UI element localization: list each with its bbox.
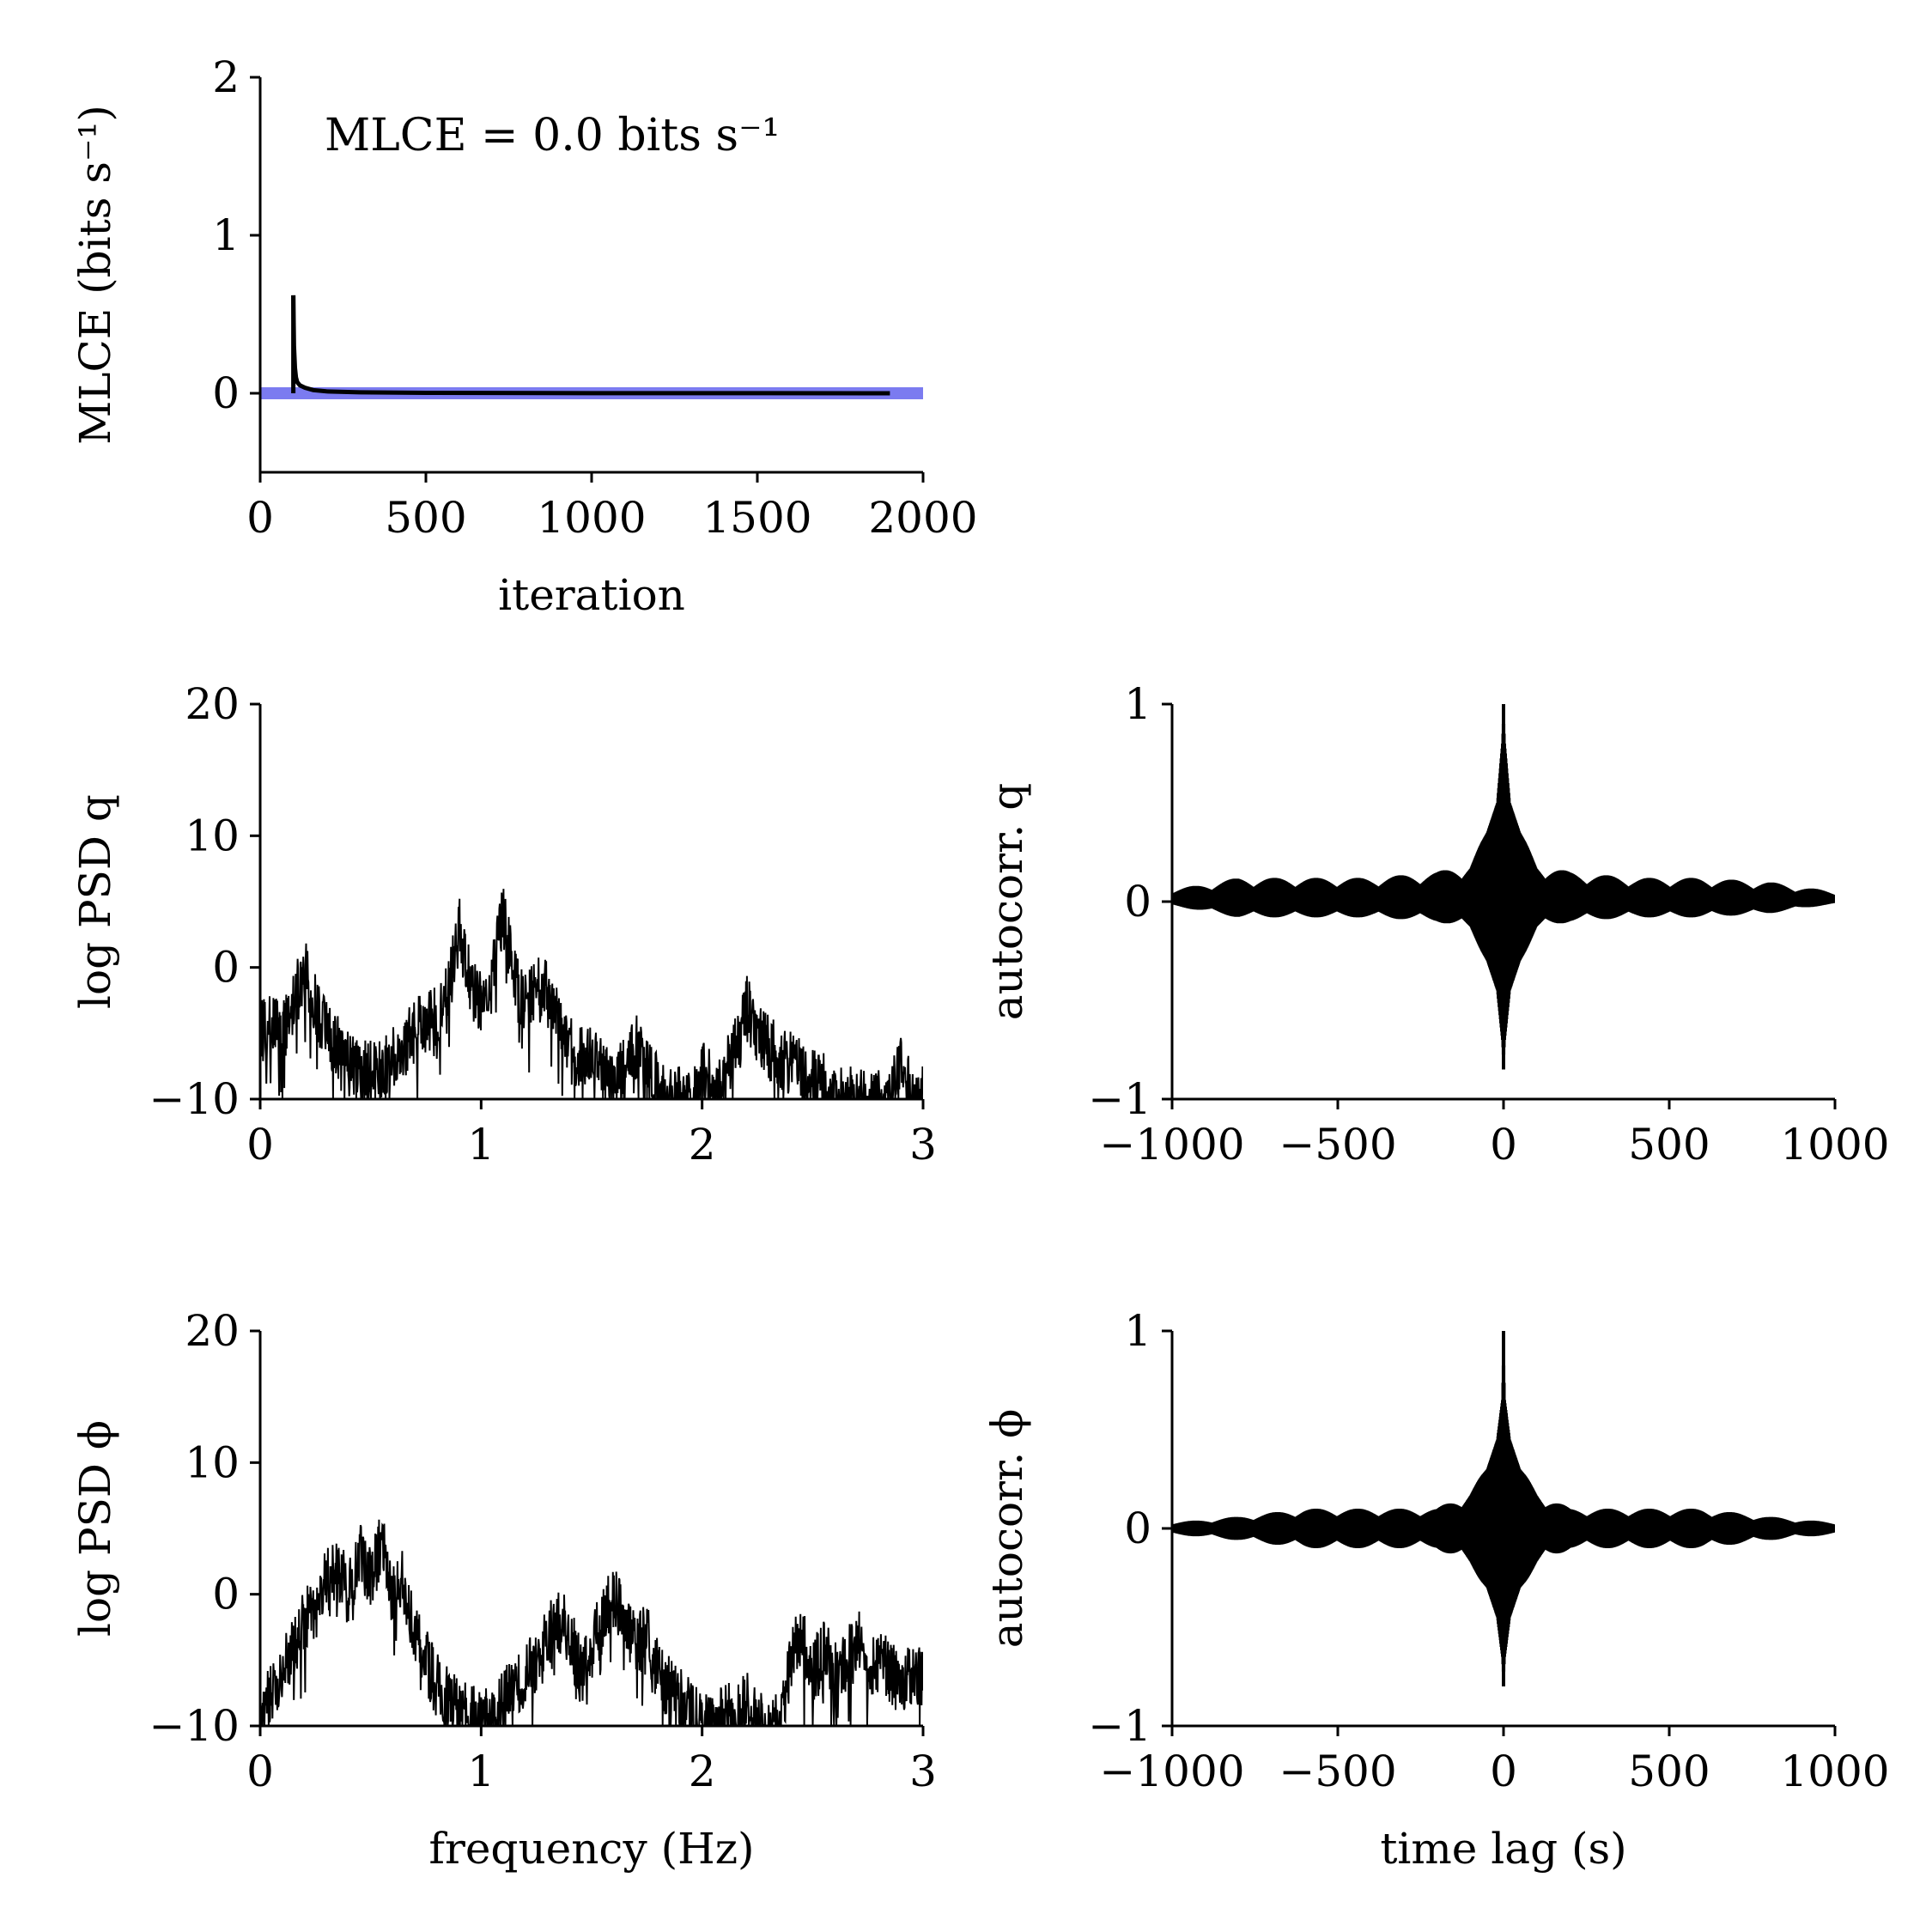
x-tick-label: 0 [246, 493, 274, 543]
x-tick-label: 2000 [868, 493, 977, 543]
y-axis-label: autocorr. ϕ [982, 1409, 1032, 1649]
x-tick-label: 3 [909, 1120, 937, 1170]
x-tick-label: 2 [689, 1120, 716, 1170]
y-axis-label: autocorr. q [982, 783, 1032, 1020]
plot-area-psd-q [260, 889, 923, 1099]
series-line [260, 1519, 923, 1726]
y-tick-label: −10 [149, 1701, 240, 1751]
y-tick-label: 20 [185, 1306, 240, 1356]
plot-area-autocorr-q [1172, 704, 1835, 1070]
chart-mlce: 0 500 1000 1500 2000 0 1 2 iteration MLCE (bits s… [70, 52, 978, 620]
x-tick-label: −1000 [1099, 1747, 1244, 1796]
y-tick-label: 10 [185, 1437, 240, 1487]
series-line [260, 889, 923, 1099]
y-tick-label: −1 [1088, 1074, 1151, 1124]
x-tick-label: 1000 [537, 493, 646, 543]
x-tick-label: 0 [246, 1747, 274, 1796]
x-tick-label: 1000 [1780, 1120, 1889, 1170]
x-tick-label: 1500 [702, 493, 811, 543]
x-tick-label: 0 [1490, 1747, 1517, 1796]
y-axis-label: MLCE (bits s⁻¹) [70, 105, 120, 445]
x-tick-label: −1000 [1099, 1120, 1244, 1170]
x-tick-label: 2 [689, 1747, 716, 1796]
autocorr-trace [1172, 1331, 1835, 1686]
y-tick-label: 1 [212, 210, 240, 260]
y-tick-label: 2 [212, 52, 240, 102]
y-tick-label: −10 [149, 1074, 240, 1124]
y-tick-label: 0 [1124, 1504, 1151, 1553]
x-tick-label: 1 [467, 1120, 495, 1170]
x-tick-label: 3 [909, 1747, 937, 1796]
x-tick-label: 0 [246, 1120, 274, 1170]
series-line [291, 295, 890, 396]
y-tick-label: 0 [212, 943, 240, 993]
y-tick-label: 10 [185, 811, 240, 860]
y-tick-label: 1 [1124, 679, 1151, 729]
x-axis-label: iteration [498, 570, 685, 620]
plot-area-autocorr-phi [1172, 1331, 1835, 1686]
chart-autocorr-phi: −1000 −500 0 500 1000 −1 0 1 time lag (s) autocor… [982, 1306, 1890, 1874]
x-tick-label: 1 [467, 1747, 495, 1796]
x-tick-label: −500 [1279, 1747, 1396, 1796]
x-axis-label: time lag (s) [1380, 1824, 1626, 1874]
plot-area-mlce [260, 295, 923, 399]
x-tick-label: 500 [1628, 1747, 1710, 1796]
y-tick-label: 1 [1124, 1306, 1151, 1356]
x-tick-label: −500 [1279, 1120, 1396, 1170]
mlce-annotation: MLCE = 0.0 bits s⁻¹ [325, 110, 780, 161]
chart-autocorr-q: −1000 −500 0 500 1000 −1 0 1 autocorr. q [982, 679, 1890, 1170]
x-axis-label: frequency (Hz) [428, 1824, 754, 1874]
x-tick-label: 500 [1628, 1120, 1710, 1170]
autocorr-trace [1172, 704, 1835, 1070]
y-tick-label: 0 [1124, 877, 1151, 927]
y-tick-label: 0 [212, 1570, 240, 1619]
x-tick-label: 1000 [1780, 1747, 1889, 1796]
y-tick-label: 0 [212, 368, 240, 418]
y-tick-label: −1 [1088, 1701, 1151, 1751]
y-axis-label: log PSD q [70, 794, 120, 1009]
x-tick-label: 0 [1490, 1120, 1517, 1170]
plot-area-psd-phi [260, 1519, 923, 1726]
x-tick-label: 500 [385, 493, 466, 543]
y-tick-label: 20 [185, 679, 240, 729]
y-axis-label: log PSD ϕ [70, 1420, 120, 1637]
